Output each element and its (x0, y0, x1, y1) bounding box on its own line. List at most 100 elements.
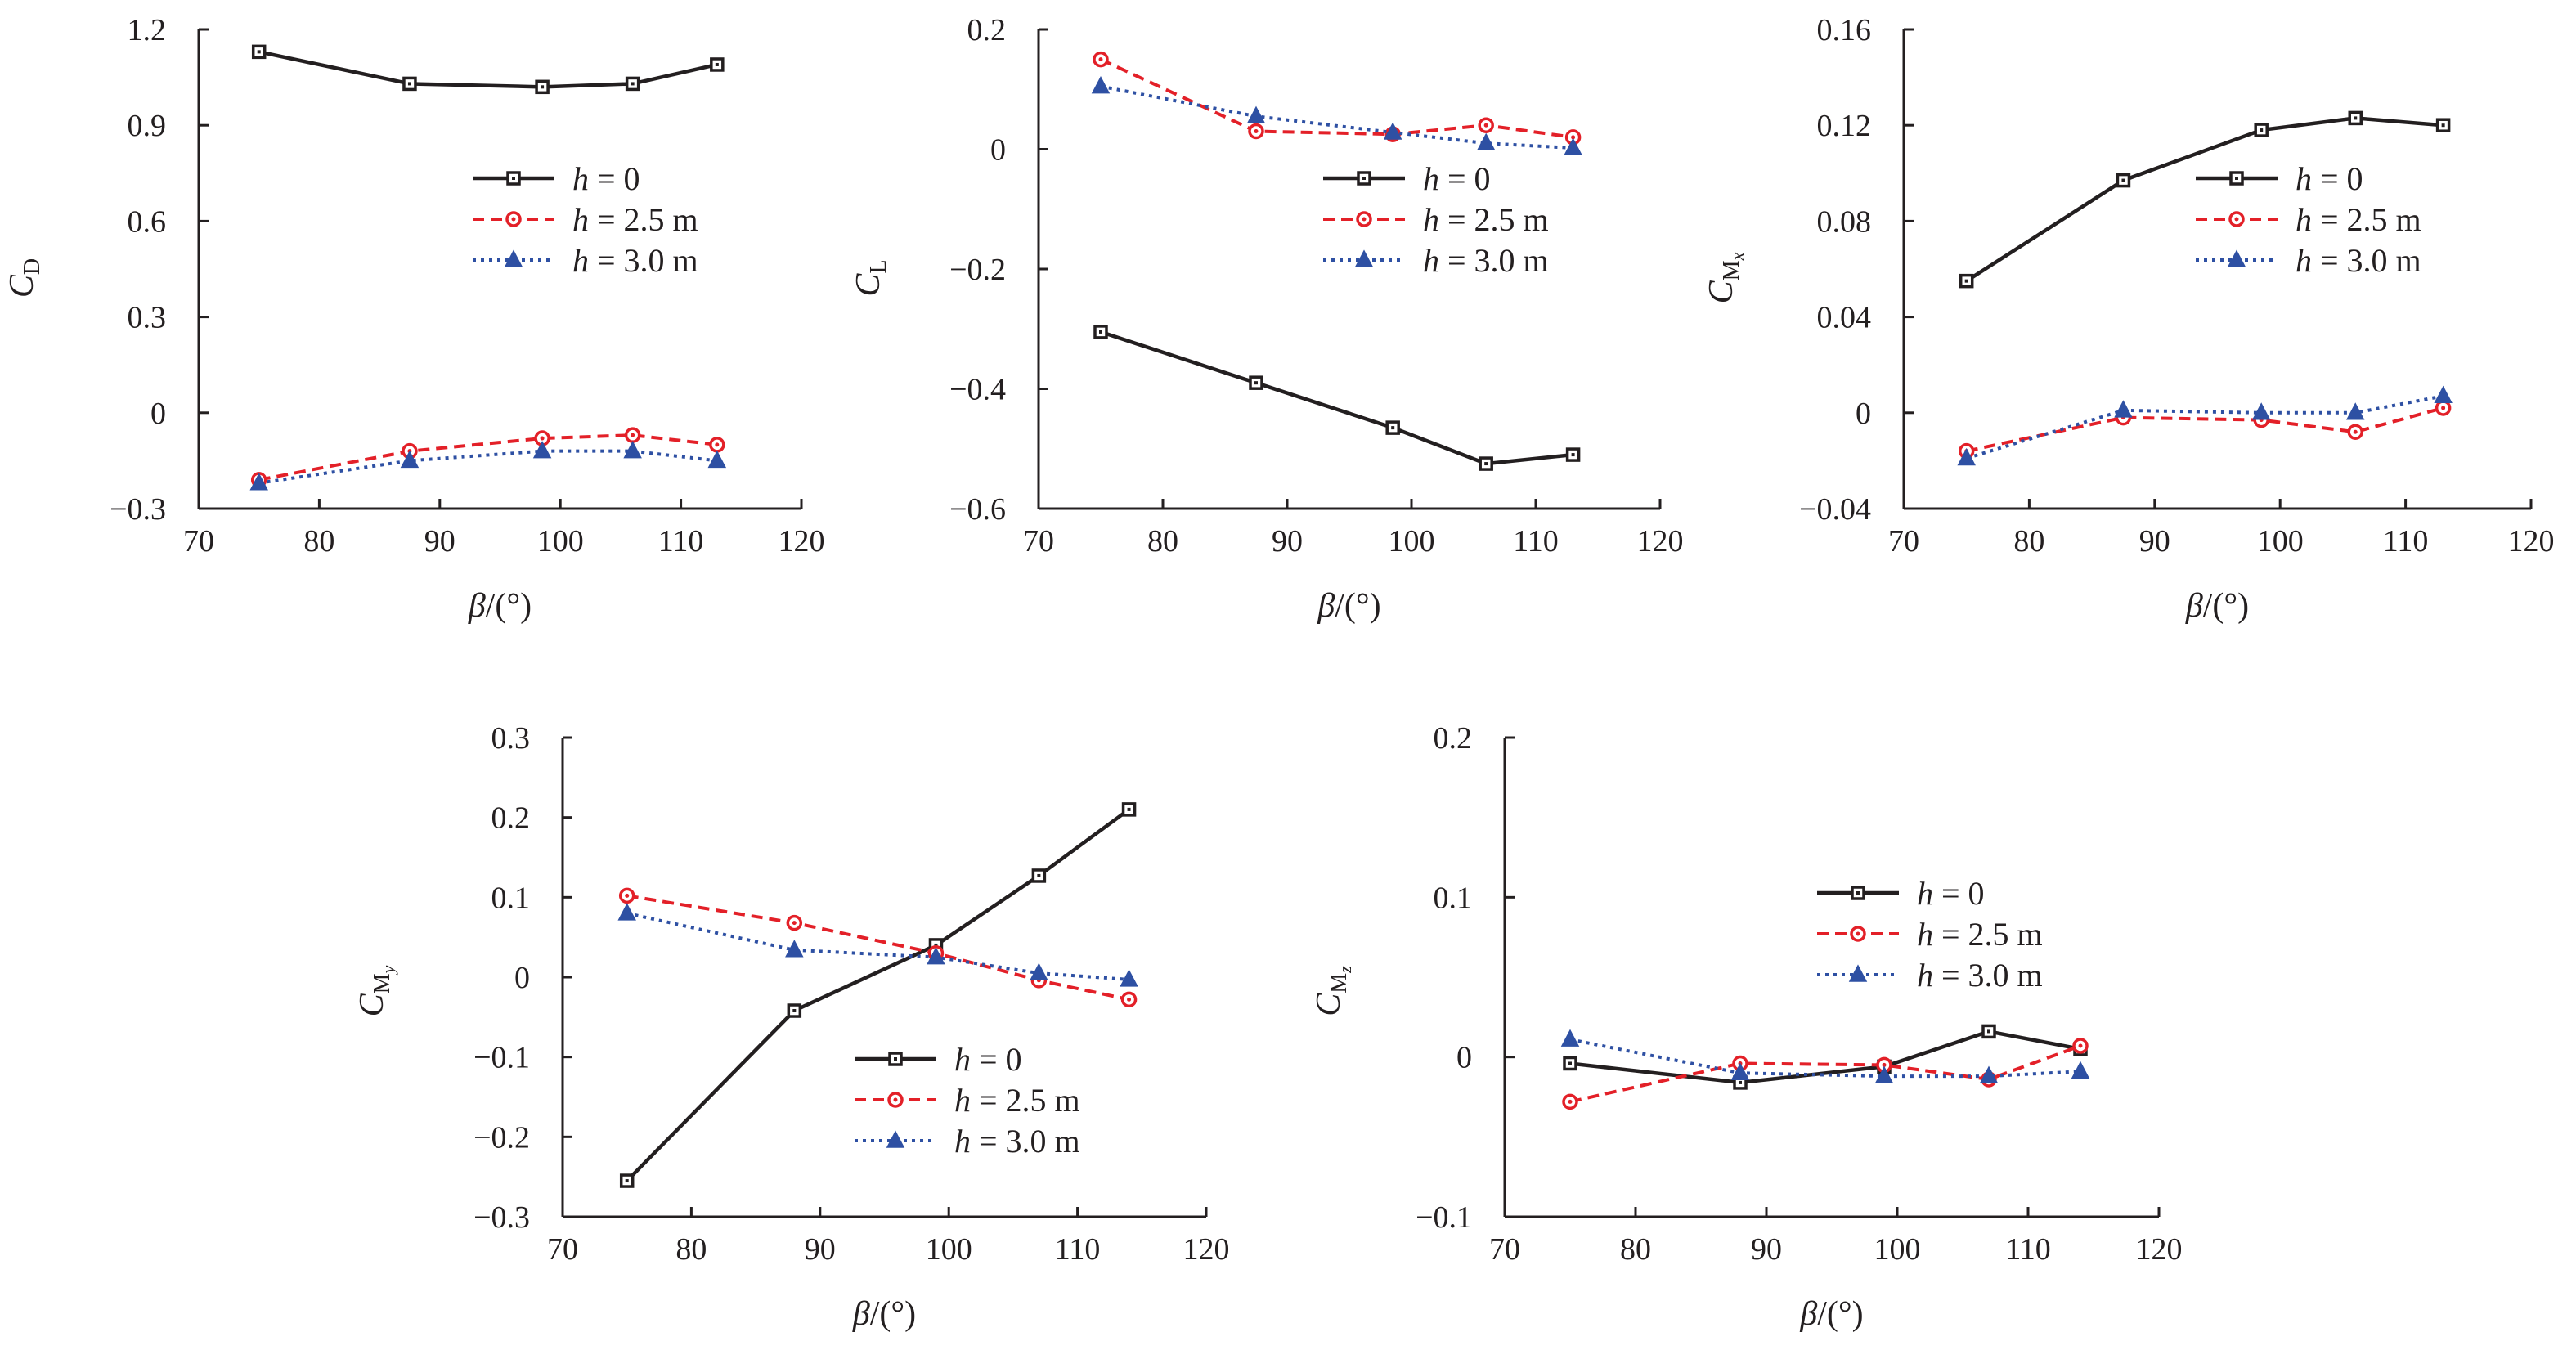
legend-marker-h30 (1354, 249, 1374, 267)
x-tick-label: 80 (2013, 524, 2044, 558)
y-tick-label: −0.3 (110, 492, 166, 527)
series-h25 (250, 427, 725, 488)
legend: h = 0 h = 2.5 m h = 3.0 m (1817, 875, 2043, 993)
y-tick-label: 0.2 (967, 13, 1007, 47)
x-tick-label: 110 (2005, 1232, 2051, 1267)
legend: h = 0 h = 2.5 m h = 3.0 m (473, 160, 698, 279)
x-tick-label: 100 (537, 524, 584, 558)
legend-marker-h0-center (1856, 891, 1860, 895)
legend-marker-h30 (886, 1130, 905, 1148)
y-tick-label: −0.2 (473, 1120, 530, 1155)
data-point-h25-center (1483, 123, 1488, 128)
x-tick-label: 80 (675, 1232, 707, 1267)
series-h0 (1563, 1024, 2088, 1090)
data-point-h30 (617, 903, 636, 921)
legend-marker-h30 (1848, 964, 1868, 982)
x-axis-label: β/(°) (2185, 587, 2249, 625)
data-point-h0-center (1254, 381, 1258, 385)
series-line-h30 (1569, 1038, 2081, 1079)
data-point-h0-center (792, 1009, 797, 1013)
series-h0 (251, 44, 725, 95)
data-point-h0-center (2354, 116, 2358, 120)
series-h30 (1091, 75, 1582, 155)
x-tick-label: 100 (2257, 524, 2304, 558)
legend: h = 0 h = 2.5 m h = 3.0 m (1323, 160, 1549, 279)
chart-panel-4: 70 80 90 100 110 120 0.3 0.2 0.1 0 −0.1 −0.2 −0.3 β/(… (353, 721, 1230, 1333)
data-point-h0-center (541, 85, 545, 89)
x-tick-label: 120 (779, 524, 825, 558)
legend-entry-h0: h = 0 (1423, 160, 1491, 197)
x-tick-label: 90 (805, 1232, 836, 1267)
data-point-h0-center (2260, 128, 2264, 132)
series-h30 (1560, 1029, 2090, 1083)
data-point-h0-center (631, 82, 635, 86)
x-tick-label: 90 (424, 524, 456, 558)
x-axis-label: β/(°) (1799, 1295, 1863, 1333)
x-axis-label: β/(°) (468, 587, 532, 625)
data-point-h30 (249, 473, 268, 491)
data-point-h30 (1476, 132, 1496, 150)
data-point-h30 (1979, 1065, 1999, 1083)
series-line-h0 (258, 50, 718, 89)
y-tick-label: −0.2 (949, 253, 1006, 287)
data-point-h30 (2114, 400, 2133, 418)
y-tick-label: −0.1 (473, 1041, 530, 1075)
series-h30 (617, 903, 1138, 987)
legend-entry-h0: h = 0 (1917, 875, 1985, 912)
series-line-h0 (1100, 330, 1573, 466)
y-tick-label: 1.2 (128, 13, 167, 47)
y-tick-label: 0.1 (1434, 881, 1473, 915)
series-line-h30 (626, 911, 1129, 981)
data-point-h30 (1730, 1062, 1750, 1080)
data-point-h30 (1030, 962, 1048, 980)
data-point-h0-center (407, 82, 411, 86)
data-point-h30 (532, 441, 552, 459)
y-tick-label: 0 (514, 961, 530, 995)
data-point-h0-center (715, 62, 719, 66)
data-point-h30 (1560, 1029, 1580, 1047)
y-tick-label: 0.3 (491, 721, 531, 756)
series-line-h25 (1569, 1044, 2081, 1104)
legend-marker-h25-center (1856, 931, 1860, 936)
data-point-h0-center (934, 943, 938, 947)
data-point-h30 (785, 940, 804, 958)
x-tick-label: 110 (658, 524, 704, 558)
y-tick-label: 0.04 (1817, 301, 1872, 335)
legend-marker-h30 (504, 249, 523, 267)
legend-entry-h25: h = 2.5 m (1917, 916, 2043, 953)
legend-entry-h25: h = 2.5 m (1423, 201, 1549, 238)
data-point-h0-center (2121, 178, 2125, 182)
legend-entry-h30: h = 3.0 m (1917, 957, 2043, 993)
data-point-h0-center (1739, 1080, 1742, 1084)
data-point-h0-center (1484, 462, 1488, 466)
series-h25 (618, 887, 1138, 1008)
legend-marker-h25-center (511, 217, 516, 222)
data-point-h30 (1874, 1065, 1894, 1083)
y-tick-label: 0.12 (1817, 109, 1872, 143)
legend-entry-h30: h = 3.0 m (1423, 242, 1549, 279)
series-h30 (1957, 385, 2453, 466)
series-line-h25 (1966, 406, 2444, 453)
y-tick-label: 0 (990, 133, 1006, 168)
legend-marker-h0-center (2235, 177, 2238, 180)
series-line-h25 (626, 894, 1129, 1002)
data-point-h0-center (1571, 453, 1575, 457)
x-tick-label: 90 (1272, 524, 1303, 558)
legend-marker-h0-center (1362, 177, 1366, 180)
legend-marker-h25-center (2234, 217, 2239, 222)
legend-marker-h0-center (512, 177, 515, 180)
x-tick-label: 120 (1183, 1232, 1230, 1267)
legend-marker-h30 (2227, 249, 2246, 267)
data-point-h0-center (1127, 807, 1131, 811)
x-tick-label: 110 (1513, 524, 1559, 558)
data-point-h0-center (1391, 426, 1395, 430)
data-point-h25-center (2441, 406, 2446, 410)
data-point-h25-center (715, 442, 720, 447)
y-tick-label: −0.3 (473, 1200, 530, 1235)
legend-entry-h25: h = 2.5 m (954, 1082, 1080, 1119)
y-tick-label: −0.1 (1416, 1200, 1472, 1235)
y-tick-label: 0 (1456, 1041, 1472, 1075)
legend: h = 0 h = 2.5 m h = 3.0 m (2196, 160, 2421, 279)
y-tick-label: 0 (150, 397, 166, 431)
